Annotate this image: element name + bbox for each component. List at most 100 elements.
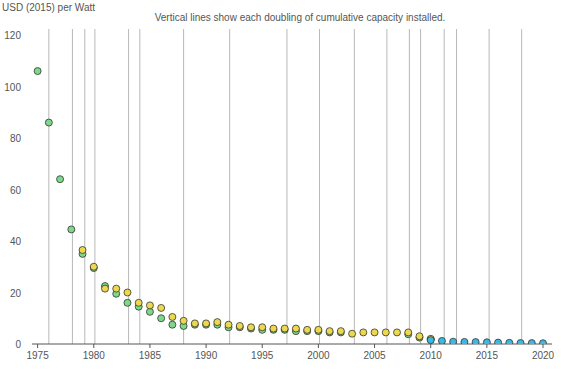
doubling-line [386,29,387,344]
x-tick-label: 2020 [532,350,555,361]
point [292,325,299,332]
point [394,329,401,336]
point [506,339,513,344]
point [315,326,322,333]
points [34,68,546,344]
point [158,304,165,311]
point [214,319,221,326]
y-tick-label: 120 [4,30,21,41]
point [281,325,288,332]
doubling-line [354,29,355,344]
x-tick-label: 1995 [251,350,274,361]
doubling-line [286,29,287,344]
doubling-line [84,29,85,344]
point [517,340,524,344]
x-tick [37,344,38,348]
point [304,326,311,333]
point [405,329,412,336]
point [68,226,75,233]
x-tick [262,344,263,348]
x-tick [93,344,94,348]
x-tick-label: 2015 [476,350,499,361]
x-tick-label: 2005 [363,350,386,361]
point [180,317,187,324]
y-tick-label: 0 [15,339,21,350]
doubling-line [444,29,445,344]
point [45,119,52,126]
x-tick [318,344,319,348]
point [236,322,243,329]
point [146,302,153,309]
point [259,324,266,331]
point [135,299,142,306]
point [146,308,153,315]
point [270,325,277,332]
doubling-line [72,29,73,344]
x-tick [543,344,544,348]
point [540,340,547,344]
point [79,247,86,254]
point [495,339,502,344]
doubling-line [139,29,140,344]
point [90,263,97,270]
doubling-line [48,29,49,344]
x-tick [430,344,431,348]
point [225,321,232,328]
point [191,320,198,327]
y-tick-label: 20 [10,288,22,299]
x-tick-label: 1975 [26,350,49,361]
y-axis-label: USD (2015) per Watt [2,2,95,13]
x-tick [149,344,150,348]
annotation: Vertical lines show each doubling of cum… [155,12,446,23]
point [438,337,445,344]
point [360,329,367,336]
doubling-line [94,29,95,344]
point [528,340,535,344]
doubling-line [489,29,490,344]
x-tick [374,344,375,348]
point [371,329,378,336]
point [483,339,490,344]
point [102,285,109,292]
doubling-line [128,29,129,344]
doubling-line [409,29,410,344]
x-tick [486,344,487,348]
point [158,315,165,322]
point [57,176,64,183]
doubling-line [456,29,457,344]
point [113,285,120,292]
doubling-line [183,29,184,344]
point [450,338,457,344]
y-tick-label: 80 [10,133,22,144]
point [472,339,479,344]
point [34,68,41,75]
x-tick-label: 2010 [420,350,443,361]
x-tick-label: 1980 [83,350,106,361]
point [427,336,434,343]
x-tick-label: 1985 [139,350,162,361]
point [326,328,333,335]
x-tick [206,344,207,348]
point [203,320,210,327]
doubling-line [521,29,522,344]
chart: USD (2015) per Watt Vertical lines show e… [0,0,567,371]
point [169,321,176,328]
point [427,337,434,344]
point [169,313,176,320]
doubling-line [420,29,421,344]
x-tick-label: 2000 [307,350,330,361]
y-tick-label: 40 [10,236,22,247]
x-tick-label: 1990 [195,350,218,361]
doubling-line [319,29,320,344]
point [124,299,131,306]
y-tick-label: 100 [4,82,21,93]
point [337,328,344,335]
point [416,333,423,340]
point [349,330,356,337]
point [248,324,255,331]
y-tick-label: 60 [10,185,22,196]
point [124,289,131,296]
point [461,338,468,344]
doubling-line [229,29,230,344]
point [382,329,389,336]
